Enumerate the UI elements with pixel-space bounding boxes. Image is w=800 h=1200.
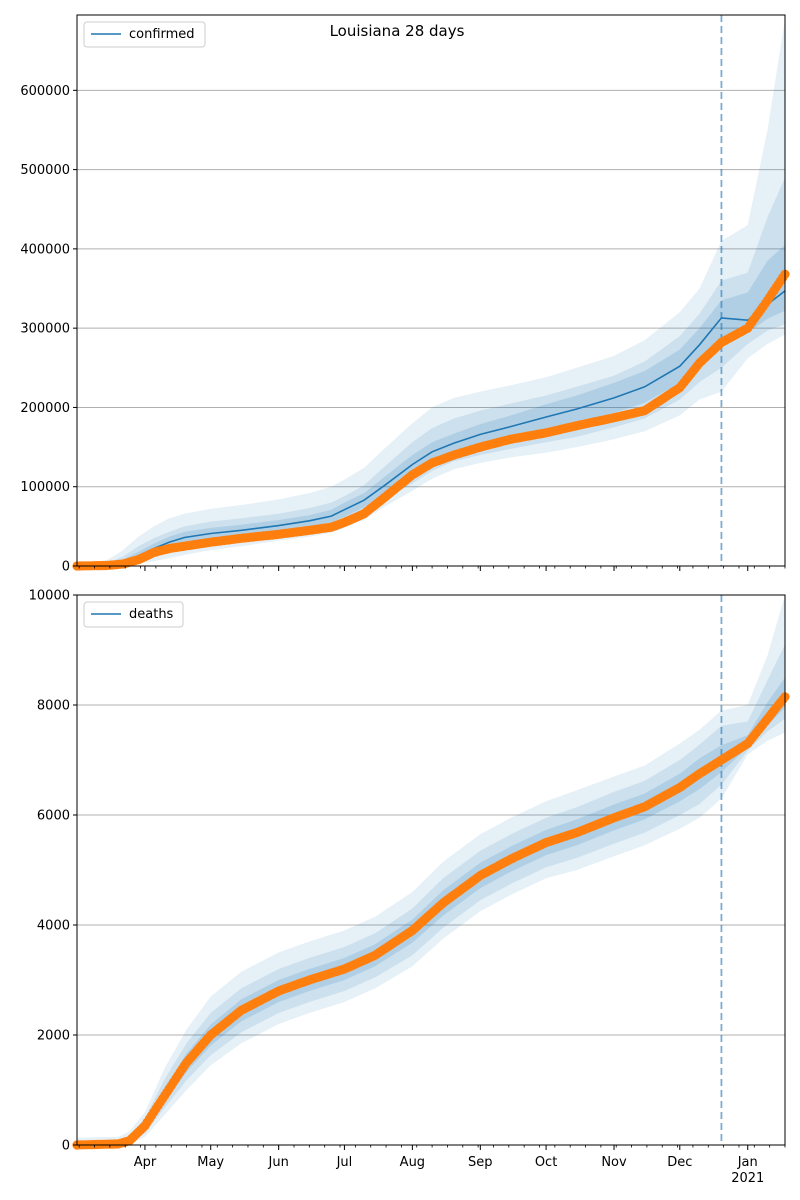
confirmed-y-tick-label: 0: [62, 560, 70, 575]
confirmed-observed-points: [72, 269, 790, 571]
confirmed-y-tick-label: 600000: [20, 84, 70, 99]
deaths-y-tick-label: 10000: [29, 589, 70, 604]
confirmed-y-tick-label: 400000: [20, 242, 70, 257]
confirmed-y-tick-label: 500000: [20, 163, 70, 178]
confirmed-gridlines: [77, 89, 785, 488]
deaths-x-tick-label: Apr: [134, 1155, 157, 1170]
deaths-gridlines: [77, 704, 785, 1036]
deaths-observed-points: [72, 692, 790, 1150]
deaths-y-tick-label: 4000: [37, 919, 70, 934]
deaths-panel: 0 2000 4000 6000 8000 10000 Apr May Jun Jul Aug Se…: [29, 589, 790, 1186]
deaths-legend-box: [83, 601, 184, 628]
confirmed-x-axis: [78, 566, 786, 571]
confirmed-axes-frame: [76, 14, 786, 567]
deaths-x-tick-label: Dec: [667, 1155, 692, 1170]
deaths-y-tick-label: 8000: [37, 699, 70, 714]
deaths-x-tick-label: May: [197, 1155, 224, 1170]
confirmed-model-line: [76, 290, 786, 567]
confirmed-y-axis: 0 100000 200000 300000 400000 500000 600000: [20, 84, 77, 575]
deaths-x-tick-label: 2021: [731, 1171, 764, 1186]
deaths-legend-label: deaths: [129, 607, 174, 622]
deaths-legend: deaths: [83, 601, 184, 628]
confirmed-legend: confirmed: [83, 21, 206, 48]
deaths-y-tick-label: 0: [62, 1139, 70, 1154]
deaths-x-tick-label: Jan: [737, 1155, 758, 1170]
confirmed-panel: 0 100000 200000 300000 400000 500000 600000 Lo…: [20, 14, 790, 575]
deaths-y-tick-label: 6000: [37, 809, 70, 824]
deaths-x-tick-label: Oct: [535, 1155, 557, 1170]
deaths-band-middle: [77, 644, 785, 1145]
deaths-x-tick-label: Nov: [601, 1155, 627, 1170]
deaths-x-tick-label: Aug: [400, 1155, 425, 1170]
confirmed-model-line: [76, 290, 786, 567]
deaths-x-tick-label: Sep: [468, 1155, 493, 1170]
deaths-y-tick-label: 2000: [37, 1029, 70, 1044]
confirmed-y-tick-label: 200000: [20, 401, 70, 416]
confirmed-band-outer: [77, 19, 785, 566]
confirmed-y-tick-label: 300000: [20, 322, 70, 337]
confirmed-y-tick-label: 100000: [20, 480, 70, 495]
confirmed-plot-area: [77, 15, 785, 566]
confirmed-legend-label: confirmed: [129, 27, 195, 42]
confirmed-band-middle: [77, 177, 785, 566]
confirmed-legend-box: [83, 21, 206, 48]
deaths-axes-frame: [76, 594, 786, 1146]
deaths-x-tick-label: Jun: [268, 1155, 289, 1170]
confirmed-bands: [77, 19, 785, 566]
chart-title: Louisiana 28 days: [330, 22, 465, 40]
deaths-x-tick-label: Jul: [336, 1155, 353, 1170]
deaths-y-axis: 0 2000 4000 6000 8000 10000: [29, 589, 77, 1154]
